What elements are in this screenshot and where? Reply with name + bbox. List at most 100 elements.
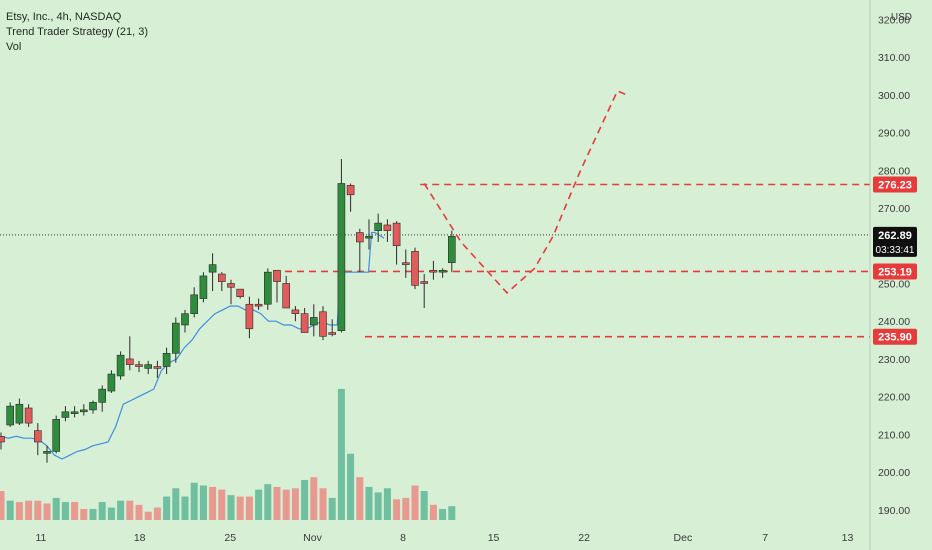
price-tick-label: 240.00	[878, 316, 910, 328]
level-label-bg	[873, 176, 917, 193]
candle	[107, 370, 116, 393]
candle-body	[383, 224, 392, 231]
candle	[383, 219, 392, 242]
price-tick-label: 230.00	[878, 354, 910, 366]
candle	[411, 247, 419, 290]
candle-body	[172, 322, 180, 354]
time-tick-label: Dec	[674, 532, 693, 544]
candle-body	[263, 271, 272, 305]
candle	[61, 406, 70, 422]
volume-bar	[328, 497, 336, 520]
currency-label: USD	[891, 12, 912, 23]
volume-bar	[117, 500, 125, 520]
price-tick-label: 190.00	[878, 505, 910, 517]
volume-bar	[291, 488, 299, 520]
candle-body	[24, 407, 33, 424]
volume-bar	[0, 491, 5, 520]
candle	[420, 274, 429, 309]
candle	[319, 306, 327, 341]
volume-bar	[365, 486, 373, 520]
candle	[282, 275, 291, 309]
level-price-label: 235.90	[873, 328, 917, 345]
volume-bar	[402, 497, 410, 520]
candle	[328, 319, 337, 337]
price-tick-label: 310.00	[878, 52, 910, 64]
candle	[365, 219, 373, 250]
candle	[190, 287, 198, 318]
candle-body	[0, 436, 5, 443]
volume-bar	[15, 502, 23, 520]
candle	[300, 308, 309, 333]
candle-body	[144, 364, 152, 369]
projection-path	[423, 89, 627, 295]
level-label-bg	[873, 328, 917, 345]
candle	[89, 400, 97, 414]
volume-bar	[347, 453, 355, 520]
volume-bar	[319, 488, 327, 520]
candle-body	[89, 402, 97, 411]
level-label-text: 276.23	[878, 179, 912, 191]
time-tick-label: 13	[842, 532, 854, 544]
volume-bar	[411, 485, 419, 520]
candle-body	[208, 264, 217, 273]
level-price-label: 276.23	[873, 176, 917, 193]
price-tick-label: 280.00	[878, 165, 910, 177]
candle-body	[429, 269, 438, 273]
volume-bar	[393, 499, 401, 520]
volume-bar	[420, 491, 428, 520]
candle	[116, 351, 125, 380]
candle	[263, 268, 272, 310]
price-tick-label: 300.00	[878, 90, 910, 102]
candle-body	[291, 309, 300, 314]
projection-layer	[423, 89, 627, 295]
trend-line	[0, 231, 385, 460]
price-axis[interactable]: USD 190.00 200.00 210.00 220.00 230.00 240.00 2…	[869, 0, 912, 550]
candle-body	[107, 373, 116, 392]
candle	[172, 317, 180, 363]
time-tick-label: 8	[400, 532, 406, 544]
volume-bar	[163, 496, 171, 520]
candle	[126, 336, 134, 371]
candle-body	[447, 236, 456, 264]
indicator-title[interactable]: Trend Trader Strategy (21, 3)	[6, 26, 149, 38]
volume-layer	[0, 388, 456, 520]
price-tick-label: 210.00	[878, 429, 910, 441]
time-tick-label: 18	[134, 532, 146, 544]
candle-body	[126, 358, 134, 365]
candle	[15, 398, 24, 425]
countdown-text: 03:33:41	[876, 245, 915, 256]
symbol-title[interactable]: Etsy, Inc., 4h, NASDAQ	[6, 11, 122, 23]
candle	[153, 360, 162, 378]
current-price-text: 262.89	[878, 230, 912, 242]
candle	[227, 279, 235, 305]
volume-bar	[356, 477, 364, 520]
time-tick-label: 7	[762, 532, 768, 544]
candle	[355, 228, 364, 273]
candles-layer	[0, 158, 456, 463]
candle	[6, 402, 14, 427]
level-label-text: 253.19	[878, 266, 912, 278]
candle	[43, 445, 51, 463]
candle	[135, 360, 143, 373]
candle-body	[254, 303, 263, 307]
volume-bar	[383, 488, 391, 520]
candle-body	[411, 251, 419, 286]
time-axis[interactable]: 11 18 25 Nov 8 15 22 Dec 7 13	[35, 532, 853, 544]
volume-bar	[71, 502, 79, 520]
price-tick-label: 270.00	[878, 203, 910, 215]
candle	[80, 404, 88, 416]
candle	[208, 253, 217, 292]
volume-bar	[448, 506, 456, 520]
volume-title[interactable]: Vol	[6, 41, 22, 53]
candle	[346, 183, 355, 212]
volume-bar	[301, 479, 309, 520]
price-tick-label: 290.00	[878, 128, 910, 140]
candle-body	[300, 313, 309, 333]
price-tick-label: 320.00	[878, 14, 910, 26]
candle-body	[116, 354, 125, 377]
volume-bar	[25, 500, 33, 520]
candle-body	[61, 411, 70, 418]
candle-body	[227, 283, 235, 288]
trend-line-layer	[0, 231, 385, 460]
